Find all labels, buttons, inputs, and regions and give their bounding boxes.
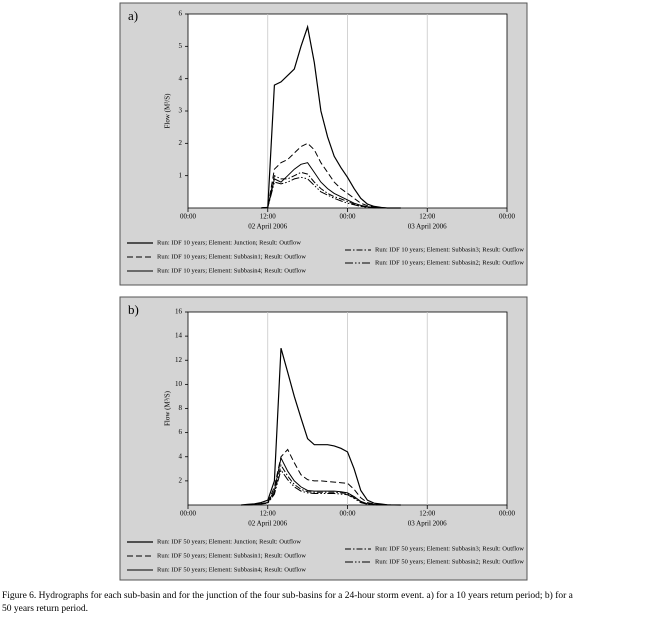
- x-tick-label: 00:00: [340, 213, 356, 221]
- x-date-label: 03 April 2006: [408, 223, 447, 231]
- x-date-label: 02 April 2006: [248, 520, 287, 528]
- flow-line: [261, 176, 401, 209]
- y-tick-label: 6: [179, 428, 183, 436]
- flow-line: [261, 24, 401, 209]
- flow-line: [261, 171, 401, 209]
- y-tick-label: 4: [179, 452, 183, 460]
- x-tick-label: 12:00: [260, 510, 276, 518]
- legend-label: Run: IDF 50 years; Element: Subbasin2; R…: [375, 558, 524, 565]
- flow-line: [241, 468, 401, 506]
- y-tick-label: 2: [179, 476, 183, 484]
- legend-label: Run: IDF 50 years; Element: Subbasin1; R…: [157, 552, 306, 559]
- legend-label: Run: IDF 10 years; Element: Subbasin4; R…: [157, 267, 306, 274]
- caption-line: Figure 6. Hydrographs for each sub-basin…: [2, 590, 574, 601]
- y-tick-label: 1: [179, 171, 183, 179]
- flow-line: [261, 142, 401, 209]
- caption-line: 50 years return period.: [2, 604, 88, 614]
- y-tick-label: 6: [179, 10, 183, 18]
- x-tick-label: 00:00: [499, 213, 515, 221]
- y-tick-label: 14: [175, 332, 183, 340]
- y-axis-label: Flow (M³/S): [164, 390, 172, 426]
- y-tick-label: 16: [175, 308, 183, 316]
- x-tick-label: 00:00: [180, 510, 196, 518]
- flow-line: [241, 348, 401, 506]
- x-tick-label: 12:00: [419, 510, 435, 518]
- legend-label: Run: IDF 10 years; Element: Subbasin2; R…: [375, 259, 524, 266]
- legend-label: Run: IDF 50 years; Element: Subbasin4; R…: [157, 566, 306, 573]
- panel-label: a): [128, 8, 138, 23]
- y-tick-label: 8: [179, 404, 183, 412]
- y-axis-label: Flow (M³/S): [164, 93, 172, 129]
- x-tick-label: 12:00: [260, 213, 276, 221]
- x-tick-label: 00:00: [499, 510, 515, 518]
- y-tick-label: 3: [179, 107, 183, 115]
- x-tick-label: 00:00: [340, 510, 356, 518]
- y-tick-label: 10: [175, 380, 183, 388]
- flow-line: [241, 448, 401, 506]
- y-tick-label: 5: [179, 42, 183, 50]
- legend-label: Run: IDF 10 years; Element: Subbasin3; R…: [375, 246, 524, 253]
- legend-label: Run: IDF 10 years; Element: Junction; Re…: [157, 239, 301, 246]
- x-tick-label: 00:00: [180, 213, 196, 221]
- y-tick-label: 2: [179, 139, 183, 147]
- x-tick-label: 12:00: [419, 213, 435, 221]
- legend-label: Run: IDF 10 years; Element: Subbasin1; R…: [157, 253, 306, 260]
- y-tick-label: 12: [175, 356, 183, 364]
- x-date-label: 02 April 2006: [248, 223, 287, 231]
- legend-label: Run: IDF 50 years; Element: Subbasin3; R…: [375, 545, 524, 552]
- x-date-label: 03 April 2006: [408, 520, 447, 528]
- y-tick-label: 4: [179, 74, 183, 82]
- legend-label: Run: IDF 50 years; Element: Junction; Re…: [157, 538, 301, 545]
- panel-label: b): [128, 302, 139, 317]
